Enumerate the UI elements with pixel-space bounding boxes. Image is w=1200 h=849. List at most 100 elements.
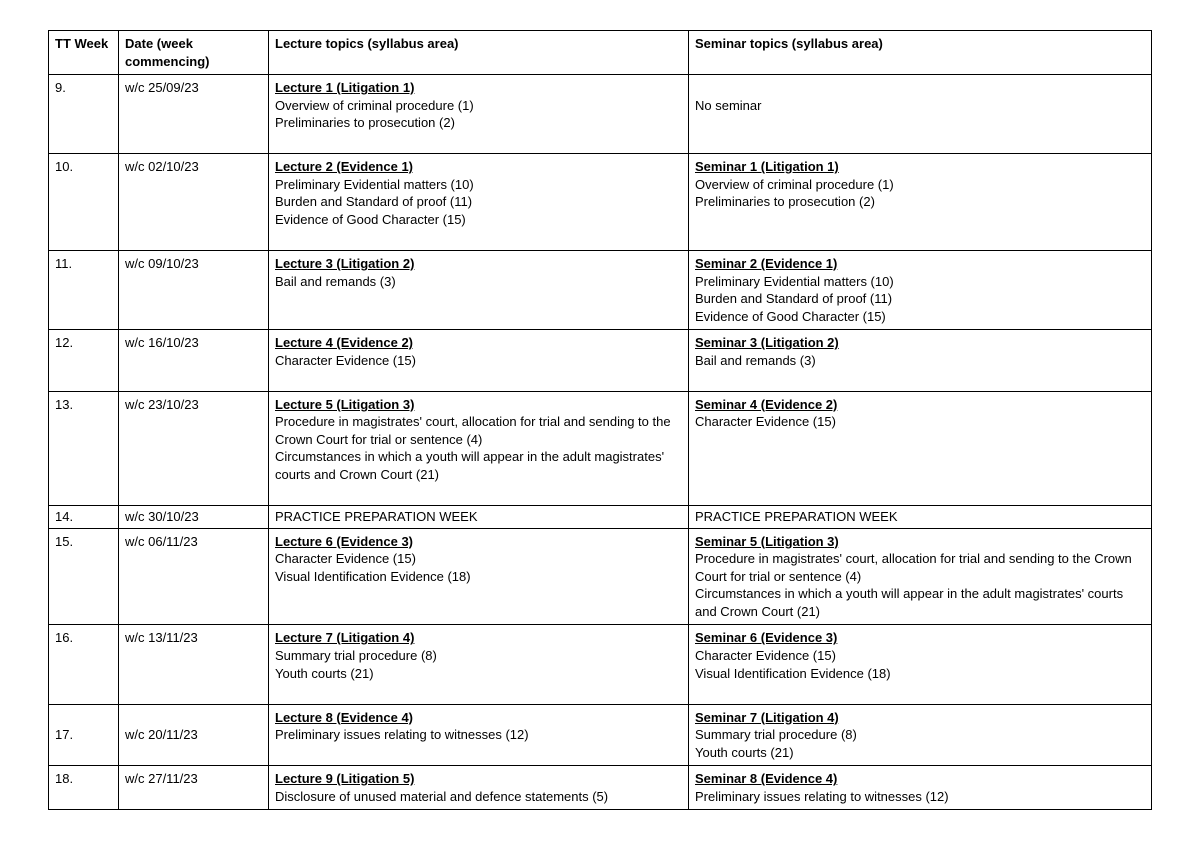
- table-row: 17.w/c 20/11/23 Lecture 8 (Evidence 4) Pre…: [49, 704, 1152, 766]
- cell-week: 13.: [49, 391, 119, 505]
- cell-seminar: Seminar 2 (Evidence 1) Preliminary Eviden…: [689, 251, 1152, 330]
- seminar-title: Seminar 1 (Litigation 1): [695, 159, 839, 174]
- cell-week: 17.: [49, 704, 119, 766]
- table-row: 18.w/c 27/11/23 Lecture 9 (Litigation 5) D…: [49, 766, 1152, 810]
- cell-seminar: Seminar 1 (Litigation 1) Overview of crim…: [689, 154, 1152, 251]
- lecture-title: Lecture 3 (Litigation 2): [275, 256, 414, 271]
- seminar-line: Preliminaries to prosecution (2): [695, 194, 875, 209]
- seminar-title: Seminar 3 (Litigation 2): [695, 335, 839, 350]
- lecture-line: Circumstances in which a youth will appe…: [275, 449, 664, 482]
- table-row: 9.w/c 25/09/23 Lecture 1 (Litigation 1) Ov…: [49, 75, 1152, 154]
- cell-lecture: Lecture 4 (Evidence 2) Character Evidence…: [269, 330, 689, 392]
- cell-date: w/c 13/11/23: [119, 625, 269, 704]
- lecture-title: Lecture 6 (Evidence 3): [275, 534, 413, 549]
- table-row: 13.w/c 23/10/23Lecture 5 (Litigation 3)P…: [49, 391, 1152, 505]
- lecture-title: Lecture 5 (Litigation 3): [275, 397, 414, 412]
- cell-week: 11.: [49, 251, 119, 330]
- cell-lecture: Lecture 7 (Litigation 4)Summary trial pr…: [269, 625, 689, 704]
- timetable: TT Week Date (week commencing) Lecture t…: [48, 30, 1152, 810]
- cell-week: 12.: [49, 330, 119, 392]
- cell-week: 14.: [49, 506, 119, 529]
- lecture-line: Preliminary Evidential matters (10): [275, 177, 474, 192]
- seminar-line: Preliminary Evidential matters (10): [695, 274, 894, 289]
- cell-seminar: Seminar 4 (Evidence 2) Character Evidence…: [689, 391, 1152, 505]
- cell-week: 18.: [49, 766, 119, 810]
- lecture-line: Bail and remands (3): [275, 274, 396, 289]
- cell-week: 16.: [49, 625, 119, 704]
- lecture-title: Lecture 8 (Evidence 4): [275, 710, 413, 725]
- cell-date: w/c 27/11/23: [119, 766, 269, 810]
- seminar-line: Procedure in magistrates' court, allocat…: [695, 551, 1132, 584]
- cell-date: w/c 25/09/23: [119, 75, 269, 154]
- cell-seminar: Seminar 6 (Evidence 3) Character Evidence…: [689, 625, 1152, 704]
- cell-date: w/c 20/11/23: [119, 704, 269, 766]
- seminar-line: Summary trial procedure (8): [695, 727, 857, 742]
- seminar-line: Bail and remands (3): [695, 353, 816, 368]
- cell-date: w/c 16/10/23: [119, 330, 269, 392]
- seminar-line: No seminar: [695, 98, 761, 113]
- table-row: 15.w/c 06/11/23 Lecture 6 (Evidence 3) Cha…: [49, 528, 1152, 625]
- lecture-line: Overview of criminal procedure (1): [275, 98, 474, 113]
- lecture-line: Preliminary issues relating to witnesses…: [275, 727, 529, 742]
- cell-week: 9.: [49, 75, 119, 154]
- seminar-title: Seminar 4 (Evidence 2): [695, 397, 837, 412]
- lecture-line: Evidence of Good Character (15): [275, 212, 466, 227]
- seminar-line: PRACTICE PREPARATION WEEK: [695, 509, 898, 524]
- cell-date: w/c 09/10/23: [119, 251, 269, 330]
- seminar-title: Seminar 8 (Evidence 4): [695, 771, 837, 786]
- table-row: 16.w/c 13/11/23Lecture 7 (Litigation 4)S…: [49, 625, 1152, 704]
- seminar-title: Seminar 2 (Evidence 1): [695, 256, 837, 271]
- table-row: 11.w/c 09/10/23 Lecture 3 (Litigation 2) B…: [49, 251, 1152, 330]
- table-row: 10.w/c 02/10/23 Lecture 2 (Evidence 1) Pre…: [49, 154, 1152, 251]
- col-header-week: TT Week: [49, 31, 119, 75]
- table-header-row: TT Week Date (week commencing) Lecture t…: [49, 31, 1152, 75]
- cell-seminar: PRACTICE PREPARATION WEEK: [689, 506, 1152, 529]
- cell-seminar: No seminar: [689, 75, 1152, 154]
- document-page: TT Week Date (week commencing) Lecture t…: [0, 0, 1200, 840]
- lecture-line: Character Evidence (15): [275, 551, 416, 566]
- cell-lecture: Lecture 6 (Evidence 3) Character Evidence…: [269, 528, 689, 625]
- cell-lecture: Lecture 2 (Evidence 1) Preliminary Eviden…: [269, 154, 689, 251]
- seminar-line: Preliminary issues relating to witnesses…: [695, 789, 949, 804]
- lecture-title: Lecture 1 (Litigation 1): [275, 80, 414, 95]
- table-row: 12.w/c 16/10/23 Lecture 4 (Evidence 2) Cha…: [49, 330, 1152, 392]
- seminar-line: Character Evidence (15): [695, 414, 836, 429]
- lecture-title: Lecture 2 (Evidence 1): [275, 159, 413, 174]
- cell-seminar: Seminar 3 (Litigation 2) Bail and remands…: [689, 330, 1152, 392]
- col-header-lecture: Lecture topics (syllabus area): [269, 31, 689, 75]
- lecture-line: Preliminaries to prosecution (2): [275, 115, 455, 130]
- lecture-line: PRACTICE PREPARATION WEEK: [275, 509, 478, 524]
- seminar-line: Circumstances in which a youth will appe…: [695, 586, 1123, 619]
- cell-lecture: Lecture 5 (Litigation 3) Procedure in mag…: [269, 391, 689, 505]
- lecture-title: Lecture 4 (Evidence 2): [275, 335, 413, 350]
- cell-date: w/c 02/10/23: [119, 154, 269, 251]
- seminar-line: Visual Identification Evidence (18): [695, 666, 891, 681]
- cell-lecture: Lecture 9 (Litigation 5) Disclosure of un…: [269, 766, 689, 810]
- seminar-line: Burden and Standard of proof (11): [695, 291, 892, 306]
- lecture-line: Visual Identification Evidence (18): [275, 569, 471, 584]
- cell-date: w/c 30/10/23: [119, 506, 269, 529]
- seminar-title: Seminar 6 (Evidence 3): [695, 630, 837, 645]
- seminar-line: Character Evidence (15): [695, 648, 836, 663]
- lecture-line: Disclosure of unused material and defenc…: [275, 789, 608, 804]
- cell-lecture: Lecture 1 (Litigation 1) Overview of crim…: [269, 75, 689, 154]
- lecture-title: Lecture 9 (Litigation 5): [275, 771, 414, 786]
- seminar-line: Overview of criminal procedure (1): [695, 177, 894, 192]
- table-row: 14.w/c 30/10/23 PRACTICE PREPARATION WEEK…: [49, 506, 1152, 529]
- cell-seminar: Seminar 7 (Litigation 4)Summary trial pr…: [689, 704, 1152, 766]
- cell-week: 15.: [49, 528, 119, 625]
- cell-date: w/c 06/11/23: [119, 528, 269, 625]
- lecture-line: Summary trial procedure (8): [275, 648, 437, 663]
- cell-lecture: Lecture 3 (Litigation 2) Bail and remands…: [269, 251, 689, 330]
- seminar-line: Evidence of Good Character (15): [695, 309, 886, 324]
- cell-lecture: PRACTICE PREPARATION WEEK: [269, 506, 689, 529]
- cell-week: 10.: [49, 154, 119, 251]
- lecture-line: Character Evidence (15): [275, 353, 416, 368]
- cell-seminar: Seminar 5 (Litigation 3) Procedure in mag…: [689, 528, 1152, 625]
- lecture-line: Procedure in magistrates' court, allocat…: [275, 414, 671, 447]
- seminar-line: Youth courts (21): [695, 745, 794, 760]
- col-header-seminar: Seminar topics (syllabus area): [689, 31, 1152, 75]
- lecture-line: Youth courts (21): [275, 666, 374, 681]
- cell-seminar: Seminar 8 (Evidence 4) Preliminary issues…: [689, 766, 1152, 810]
- seminar-title: Seminar 5 (Litigation 3): [695, 534, 839, 549]
